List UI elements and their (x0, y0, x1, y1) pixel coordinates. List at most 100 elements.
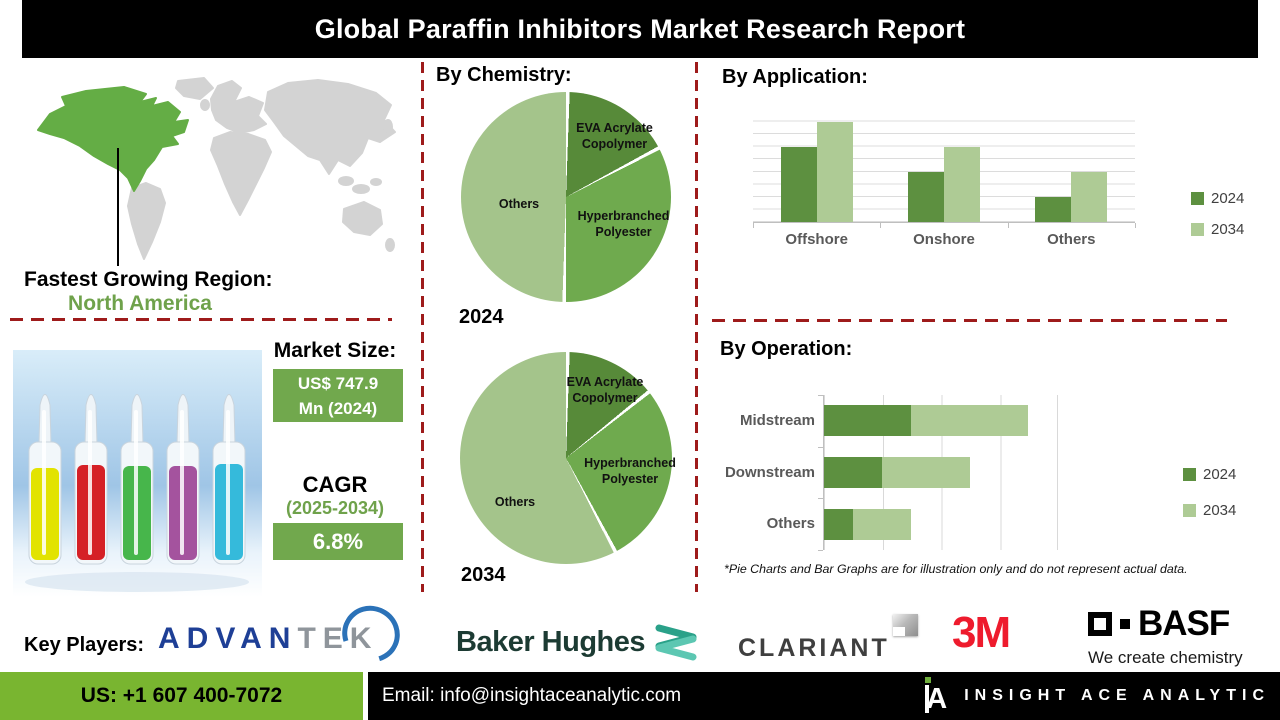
footer-phone: US: +1 607 400-7072 (0, 672, 363, 720)
footer-divider (363, 672, 368, 720)
axis-tick (818, 550, 823, 551)
cagr-value-box: 6.8% (273, 523, 403, 560)
bar-onshore-2034 (943, 147, 980, 222)
baker-hughes-chevrons-icon (655, 624, 697, 661)
legend-label-2024: 2024 (1211, 190, 1245, 207)
market-size-line1: US$ 747.9 (297, 374, 379, 393)
legend-item-2024: 2024 (1183, 466, 1236, 483)
pie2-label-eva: EVA Acrylate Copolymer (566, 375, 644, 406)
legend-label-2034: 2034 (1203, 502, 1237, 519)
ampoules-photo (13, 350, 262, 597)
map-island (370, 178, 382, 186)
bar-chart-application (753, 110, 1136, 228)
advantek-swoosh-icon (332, 595, 410, 673)
basf-filled-square-icon (1120, 619, 1130, 629)
advantek-logo: ADVANTEK (158, 622, 378, 656)
bar-others-2024 (1035, 197, 1072, 222)
chemistry-section-heading: By Chemistry: (436, 64, 572, 86)
bar-row-midstream (824, 405, 1057, 437)
3m-logo: 3M (952, 608, 1011, 657)
map-greenland (175, 77, 214, 100)
report-title: Global Paraffin Inhibitors Market Resear… (314, 13, 966, 44)
baker-hughes-logo-text: Baker Hughes (456, 625, 646, 658)
market-size-value-box: US$ 747.9 Mn (2024) (273, 369, 403, 422)
basf-logo: BASF We create chemistry (1088, 604, 1243, 668)
bar-downstream-2034 (882, 457, 970, 488)
legend-item-2024: 2024 (1191, 190, 1244, 207)
bar-chart-operation (818, 395, 1058, 551)
bar-midstream-2034 (911, 405, 1028, 437)
divider-dashed-vertical-1 (421, 62, 424, 592)
pie2-year-label: 2034 (461, 564, 506, 586)
legend-swatch-2024 (1191, 192, 1204, 205)
bar-group-onshore (880, 110, 1007, 222)
pie2-label-others: Others (494, 495, 536, 509)
bar-midstream-2024 (824, 405, 912, 437)
baker-hughes-logo: Baker Hughes (456, 622, 699, 662)
map-japan (383, 119, 393, 135)
clariant-logo: CLARIANT (738, 634, 890, 662)
divider-dashed-right (712, 319, 1227, 322)
map-australia (342, 201, 383, 236)
bar-others-2024 (824, 508, 854, 540)
bar-offshore-2024 (780, 147, 817, 222)
map-pointer-line (117, 148, 119, 266)
axis-tick (880, 223, 882, 228)
basf-logo-text: BASF (1138, 604, 1230, 643)
brand-lockup: A INSIGHT ACE ANALYTIC (924, 677, 1270, 715)
ampoule-row (28, 394, 246, 565)
market-size-heading: Market Size: (273, 339, 397, 362)
axis-tick (1135, 223, 1136, 228)
pie1-label-eva: EVA Acrylate Copolymer (576, 121, 653, 152)
map-uk (200, 99, 210, 111)
category-label-others: Others (766, 515, 815, 533)
legend-item-2034: 2034 (1183, 502, 1236, 519)
bar-row-others (824, 508, 1057, 540)
footer-bar: US: +1 607 400-7072 Email: info@insighta… (0, 672, 1280, 720)
world-map-graphic (37, 77, 396, 260)
brand-name: INSIGHT ACE ANALYTIC (964, 687, 1270, 704)
key-players-label: Key Players: (24, 634, 145, 656)
legend-label-2034: 2034 (1211, 221, 1245, 238)
map-island (338, 176, 354, 186)
map-north-america (37, 86, 189, 192)
basf-outline-square-icon (1088, 612, 1112, 636)
bar-chart-operation-category-labels: Midstream Downstream Others (705, 395, 815, 550)
report-title-bar: Global Paraffin Inhibitors Market Resear… (22, 0, 1258, 58)
cagr-heading: CAGR (302, 472, 368, 497)
clariant-cube-icon (893, 614, 918, 636)
map-europe (210, 80, 267, 134)
footer-email: Email: info@insightaceanalytic.com (382, 685, 682, 706)
pie2-label-hyperbranched: Hyperbranched Polyester (584, 456, 676, 487)
legend-operation: 2024 2034 (1183, 466, 1236, 519)
bar-offshore-2034 (816, 122, 853, 222)
axis-tick (753, 223, 754, 228)
axis-tick (1007, 223, 1009, 228)
bar-group-others (1008, 110, 1135, 222)
application-section-heading: By Application: (722, 66, 868, 88)
advantek-logo-text-blue: ADVAN (158, 622, 298, 655)
legend-swatch-2024 (1183, 468, 1196, 481)
divider-dashed-vertical-2 (695, 62, 698, 592)
axis-tick (818, 446, 823, 448)
insight-ace-logo-icon: A (924, 677, 950, 715)
map-south-america (127, 182, 166, 260)
map-asia (264, 79, 396, 175)
pie-chart-chemistry-2034 (460, 352, 672, 564)
category-label-midstream: Midstream (739, 412, 815, 429)
pie1-label-others: Others (498, 197, 540, 211)
axis-tick (818, 498, 823, 500)
fastest-growing-region-heading: Fastest Growing Region: (24, 268, 273, 291)
divider-dashed-left (10, 318, 392, 321)
legend-application: 2024 2034 (1191, 190, 1244, 238)
bar-row-downstream (824, 457, 1057, 488)
advantek-logo-text-gray: TEK (297, 622, 379, 655)
legend-item-2034: 2034 (1191, 221, 1244, 238)
bar-others-2034 (853, 508, 912, 540)
pie1-label-hyperbranched: Hyperbranched Polyester (577, 209, 670, 240)
market-size-line2: Mn (2024) (298, 399, 378, 418)
legend-label-2024: 2024 (1203, 466, 1237, 483)
operation-section-heading: By Operation: (720, 338, 853, 360)
cagr-period: (2025-2034) (285, 498, 385, 518)
